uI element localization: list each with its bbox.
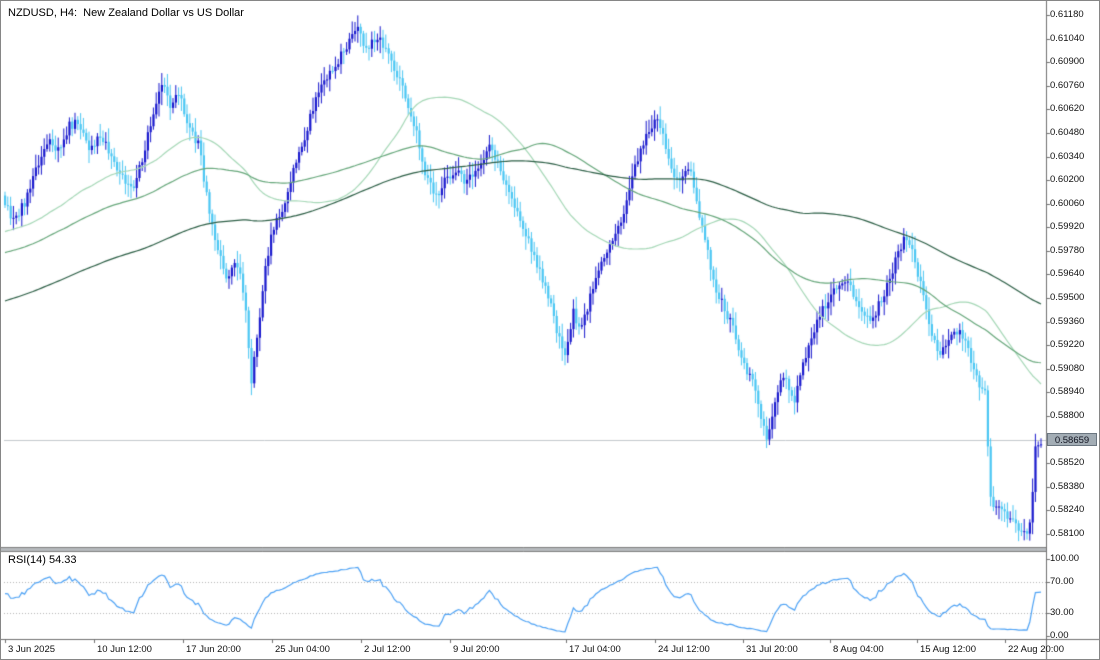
rsi-axis-label: 70.00	[1050, 576, 1074, 588]
price-axis-label: 0.59080	[1050, 362, 1085, 374]
price-axis-label: 0.61180	[1050, 9, 1084, 20]
time-axis-label: 31 Jul 20:00	[746, 644, 798, 655]
time-axis-label: 10 Jun 12:00	[97, 644, 152, 655]
price-axis-label: 0.59640	[1050, 268, 1085, 280]
price-axis-label: 0.59360	[1050, 315, 1085, 327]
price-axis-label: 0.60480	[1050, 126, 1085, 138]
price-axis-label: 0.60340	[1050, 150, 1085, 162]
rsi-axis-label: 30.00	[1050, 606, 1074, 618]
bid-price-tag: 0.58659	[1047, 432, 1097, 446]
chart-title: NZDUSD, H4: New Zealand Dollar vs US Dol…	[8, 7, 244, 19]
time-axis-label: 8 Aug 04:00	[833, 644, 884, 655]
price-axis-label: 0.58100	[1050, 527, 1085, 539]
rsi-axis-label: 100.00	[1050, 553, 1080, 564]
price-axis-label: 0.59220	[1050, 339, 1085, 351]
price-axis-label: 0.58940	[1050, 386, 1085, 398]
rsi-axis-label: 0.00	[1050, 630, 1069, 641]
price-axis-label: 0.60200	[1050, 174, 1085, 186]
rsi-indicator-label: RSI(14) 54.33	[8, 554, 77, 566]
price-axis-label: 0.60060	[1050, 197, 1085, 209]
time-axis-label: 15 Aug 12:00	[920, 644, 976, 655]
time-axis-label: 25 Jun 04:00	[275, 644, 330, 655]
price-axis-label: 0.58520	[1050, 457, 1085, 469]
time-axis-label: 2 Jul 12:00	[364, 644, 411, 655]
time-axis-label: 17 Jul 04:00	[569, 644, 621, 655]
price-axis-label: 0.60900	[1050, 56, 1085, 68]
time-axis-label: 17 Jun 20:00	[186, 644, 241, 655]
time-axis-label: 22 Aug 20:00	[1008, 644, 1064, 655]
price-axis-label: 0.59780	[1050, 244, 1085, 256]
time-axis-label: 3 Jun 2025	[8, 644, 56, 655]
price-axis-label: 0.59920	[1050, 221, 1085, 233]
time-axis-label: 24 Jul 12:00	[658, 644, 710, 655]
price-axis-label: 0.58240	[1050, 504, 1085, 516]
price-axis-label: 0.58380	[1050, 480, 1085, 492]
price-axis-label: 0.59500	[1050, 292, 1085, 304]
price-axis-label: 0.58800	[1050, 410, 1085, 421]
price-axis-label: 0.61040	[1050, 32, 1085, 44]
time-axis-label: 9 Jul 20:00	[453, 644, 500, 655]
price-axis-label: 0.60620	[1050, 103, 1085, 115]
price-axis-label: 0.60760	[1050, 79, 1085, 91]
